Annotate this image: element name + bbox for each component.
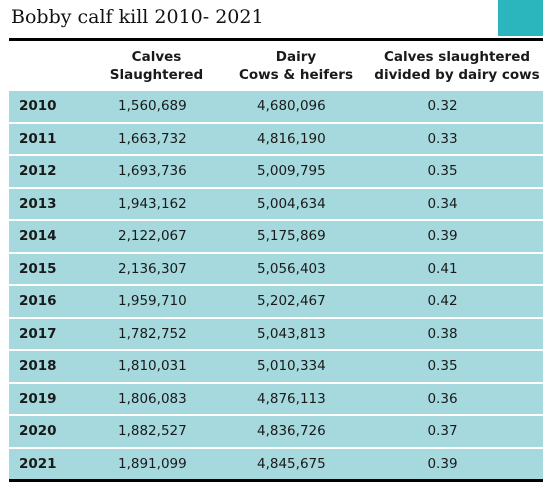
calves-slaughtered-cell: 1,663,732 [118,130,187,147]
table-row: 2011 1,663,732 4,816,190 0.33 [9,123,543,156]
table-row: 2015 2,136,307 5,056,403 0.41 [9,253,543,286]
accent-block [498,0,543,36]
year-cell: 2016 [19,293,57,309]
year-cell: 2020 [19,423,57,439]
calves-slaughtered-cell: 1,693,736 [118,163,187,179]
calves-slaughtered-cell: 1,882,527 [118,423,187,439]
year-cell: 2011 [19,130,57,147]
year-cell: 2010 [19,98,57,114]
dairy-cows-cell: 4,680,096 [257,98,326,114]
table-row: 2018 1,810,031 5,010,334 0.35 [9,351,543,384]
ratio-cell: 0.42 [427,293,458,309]
table-row: 2017 1,782,752 5,043,813 0.38 [9,318,543,351]
ratio-cell: 0.39 [427,228,458,244]
table-row: 2012 1,693,736 5,009,795 0.35 [9,156,543,189]
dairy-cows-cell: 5,202,467 [257,293,326,309]
year-cell: 2014 [19,228,57,244]
year-cell: 2019 [19,390,57,407]
table-row: 2016 1,959,710 5,202,467 0.42 [9,286,543,319]
ratio-cell: 0.32 [427,98,458,114]
ratio-cell: 0.35 [427,163,458,179]
table-row: 2013 1,943,162 5,004,634 0.34 [9,188,543,221]
ratio-cell: 0.41 [427,260,458,277]
year-cell: 2012 [19,163,57,179]
table-body: 2010 1,560,689 4,680,096 0.32 2011 1,663,732 4… [9,91,543,479]
calves-slaughtered-cell: 1,806,083 [118,390,187,407]
header-calves-slaughtered: Calves Slaughtered [109,49,204,83]
calves-slaughtered-cell: 2,122,067 [118,228,187,244]
year-cell: 2021 [19,455,57,472]
year-cell: 2015 [19,260,57,277]
ratio-cell: 0.33 [427,130,458,147]
ratio-cell: 0.39 [427,455,458,472]
dairy-cows-cell: 5,010,334 [257,358,326,374]
dairy-cows-cell: 4,845,675 [257,455,326,472]
calves-slaughtered-cell: 1,810,031 [118,358,187,374]
dairy-cows-cell: 5,056,403 [257,260,326,277]
table-row: 2020 1,882,527 4,836,726 0.37 [9,416,543,449]
calves-slaughtered-cell: 1,943,162 [118,195,187,212]
dairy-cows-cell: 4,836,726 [257,423,326,439]
calves-slaughtered-cell: 1,782,752 [118,325,187,342]
calves-slaughtered-cell: 2,136,307 [118,260,187,277]
dairy-cows-cell: 5,043,813 [257,325,326,342]
calves-slaughtered-cell: 1,891,099 [118,455,187,472]
year-cell: 2018 [19,358,57,374]
dairy-cows-cell: 5,004,634 [257,195,326,212]
header-ratio: Calves slaughtered divided by dairy cows [374,49,540,83]
year-cell: 2017 [19,325,57,342]
dairy-cows-cell: 5,175,869 [257,228,326,244]
year-cell: 2013 [19,195,57,212]
ratio-cell: 0.38 [427,325,458,342]
ratio-cell: 0.36 [427,390,458,407]
ratio-cell: 0.35 [427,358,458,374]
dairy-cows-cell: 4,876,113 [257,390,326,407]
header-dairy-cows: Dairy Cows & heifers [239,49,353,83]
table-row: 2021 1,891,099 4,845,675 0.39 [9,448,543,479]
table-row: 2014 2,122,067 5,175,869 0.39 [9,221,543,254]
ratio-cell: 0.37 [427,423,458,439]
top-rule [9,38,543,41]
dairy-cows-cell: 5,009,795 [257,163,326,179]
bottom-rule [9,479,543,482]
table-row: 2019 1,806,083 4,876,113 0.36 [9,383,543,416]
ratio-cell: 0.34 [427,195,458,212]
calves-slaughtered-cell: 1,959,710 [118,293,187,309]
calves-slaughtered-cell: 1,560,689 [118,98,187,114]
table-row: 2010 1,560,689 4,680,096 0.32 [9,91,543,124]
table-header: Calves Slaughtered Dairy Cows & heifers … [9,41,543,90]
dairy-cows-cell: 4,816,190 [257,130,326,147]
page-title: Bobby calf kill 2010- 2021 [11,6,264,28]
